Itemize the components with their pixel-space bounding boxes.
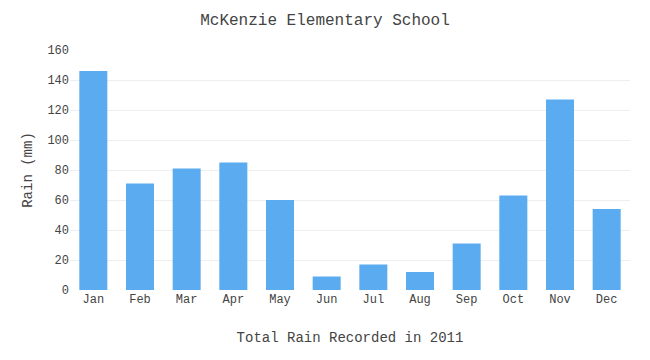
svg-text:Apr: Apr	[223, 293, 245, 307]
svg-text:Aug: Aug	[409, 293, 431, 307]
svg-text:Total Rain Recorded in 2011: Total Rain Recorded in 2011	[237, 330, 464, 346]
svg-text:Nov: Nov	[549, 293, 571, 307]
svg-text:Dec: Dec	[596, 293, 618, 307]
svg-text:Sep: Sep	[456, 293, 478, 307]
svg-text:120: 120	[47, 104, 69, 118]
svg-text:Jan: Jan	[83, 293, 105, 307]
svg-text:Feb: Feb	[129, 293, 151, 307]
svg-text:100: 100	[47, 134, 69, 148]
svg-text:160: 160	[47, 44, 69, 58]
svg-text:140: 140	[47, 74, 69, 88]
svg-text:Jun: Jun	[316, 293, 338, 307]
svg-text:Jul: Jul	[363, 293, 385, 307]
svg-text:Rain (mm): Rain (mm)	[20, 132, 36, 208]
svg-text:May: May	[269, 293, 291, 307]
svg-text:60: 60	[55, 194, 69, 208]
svg-text:20: 20	[55, 254, 69, 268]
svg-text:Oct: Oct	[503, 293, 525, 307]
svg-text:Mar: Mar	[176, 293, 198, 307]
svg-text:0: 0	[62, 284, 69, 298]
svg-text:80: 80	[55, 164, 69, 178]
svg-text:McKenzie Elementary School: McKenzie Elementary School	[200, 12, 450, 30]
svg-text:40: 40	[55, 224, 69, 238]
